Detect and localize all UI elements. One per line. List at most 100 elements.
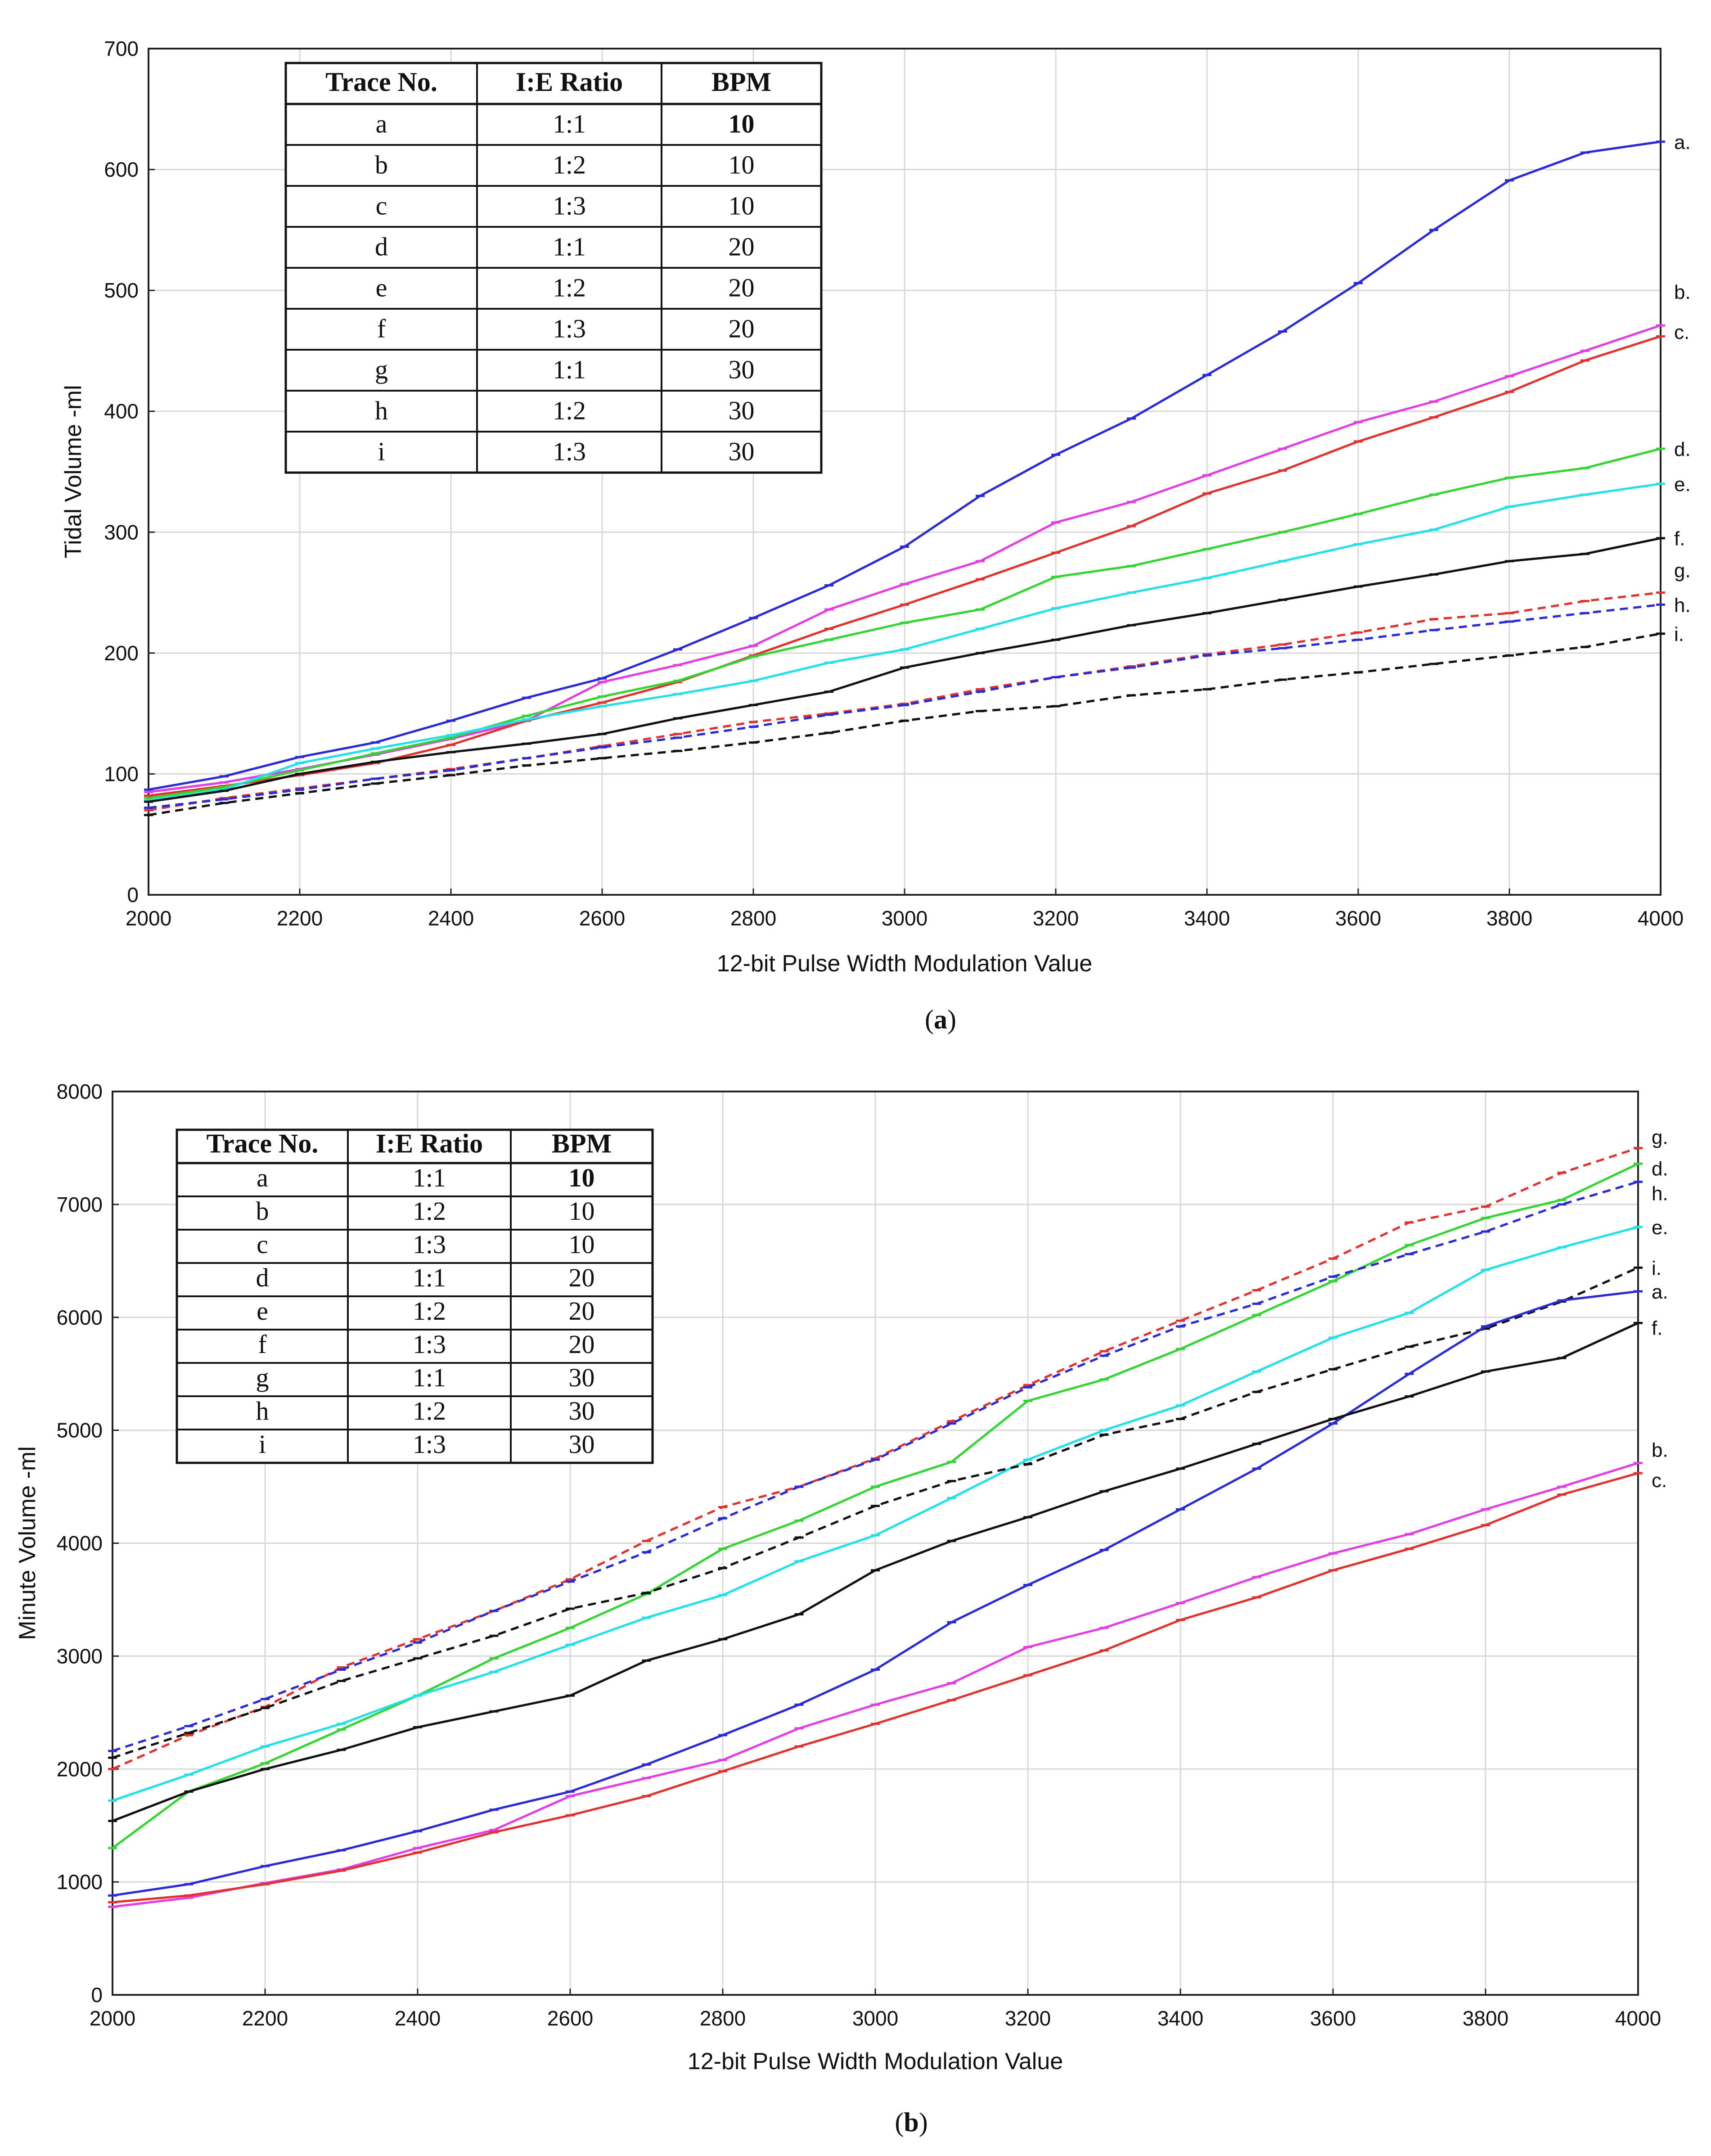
legend-cell: 1:3	[553, 437, 586, 466]
legend-cell: d	[375, 232, 388, 262]
legend-cell: e	[257, 1296, 268, 1326]
legend-cell: b	[256, 1196, 269, 1226]
x-axis-label-a: 12-bit Pulse Width Modulation Value	[717, 951, 1092, 977]
chart-panel-b: 2000 2200 2400 2600 2800 3000 3200 3400 3600 3800…	[14, 1080, 1668, 2137]
series-end-label-h: h.	[1652, 1183, 1668, 1205]
legend-cell: 1:2	[413, 1196, 446, 1226]
series-end-label-c: c.	[1674, 321, 1689, 343]
legend-cell: 1:3	[553, 191, 586, 221]
legend-cell: c	[257, 1230, 268, 1259]
caption-a: (a)	[925, 1005, 956, 1034]
legend-cell: 30	[569, 1396, 595, 1425]
legend-cell: 1:3	[413, 1230, 446, 1259]
legend-header-cell: BPM	[552, 1128, 612, 1158]
x-tick-label: 2600	[579, 907, 625, 930]
legend-cell: 30	[569, 1430, 595, 1459]
y-tick-label: 0	[127, 883, 139, 907]
series-end-label-b: b.	[1674, 281, 1691, 303]
x-tick-label: 3600	[1310, 2007, 1356, 2030]
legend-cell: 1:3	[413, 1430, 446, 1459]
x-axis-label-b: 12-bit Pulse Width Modulation Value	[688, 2048, 1063, 2075]
series-end-label-g: g.	[1652, 1126, 1668, 1148]
y-axis-label-b: Minute Volume -ml	[14, 1446, 41, 1640]
legend-cell: 20	[729, 232, 755, 262]
x-tick-label: 3400	[1184, 907, 1230, 930]
legend-cell: 1:1	[413, 1163, 446, 1192]
y-tick-label: 400	[104, 400, 139, 423]
legend-table-b: Trace No. I:E Ratio BPM a 1:1 10 b 1:2 10 c 1:3 10 d…	[176, 1128, 654, 1464]
x-tick-label: 2400	[395, 2007, 441, 2030]
series-end-label-i: i.	[1652, 1257, 1661, 1279]
legend-cell: 1:2	[553, 150, 586, 180]
series-end-label-e: e.	[1674, 474, 1691, 496]
series-lines-b	[108, 1146, 1643, 1908]
series-end-label-e: e.	[1652, 1217, 1668, 1239]
caption-b: (b)	[895, 2107, 928, 2137]
y-tick-label: 600	[104, 158, 139, 181]
legend-cell: 1:3	[413, 1330, 446, 1359]
x-tick-label: 2800	[700, 2007, 746, 2030]
legend-cell: 10	[729, 150, 755, 180]
legend-cell: 1:1	[413, 1363, 446, 1392]
legend-cell: h	[375, 396, 388, 425]
x-tick-label: 3800	[1463, 2007, 1508, 2030]
y-tick-label: 300	[104, 520, 139, 544]
legend-cell: 10	[569, 1196, 595, 1226]
x-tick-label: 4000	[1615, 2007, 1661, 2030]
legend-cell: 30	[569, 1363, 595, 1392]
y-tick-label: 200	[104, 641, 139, 665]
legend-cell: 1:2	[553, 273, 586, 302]
y-tick-label: 1000	[57, 1870, 103, 1894]
legend-cell: c	[376, 191, 387, 221]
legend-cell: 1:1	[553, 109, 586, 139]
series-end-label-d: d.	[1652, 1158, 1668, 1180]
legend-cell: b	[375, 150, 388, 180]
series-end-label-f: f.	[1674, 528, 1685, 550]
legend-cell: f	[377, 314, 386, 343]
y-tick-label: 8000	[57, 1080, 103, 1103]
series-end-label-f: f.	[1652, 1317, 1662, 1339]
legend-cell: 20	[569, 1263, 595, 1292]
x-tick-label: 2000	[126, 907, 171, 930]
x-tick-label: 4000	[1638, 907, 1684, 930]
legend-cell: 20	[569, 1330, 595, 1359]
legend-cell: 30	[729, 437, 755, 466]
legend-cell: 20	[569, 1296, 595, 1326]
caption-b-letter: b	[904, 2107, 919, 2137]
legend-cell: i	[259, 1430, 266, 1459]
legend-cell: 1:1	[413, 1263, 446, 1292]
y-tick-label: 4000	[57, 1532, 103, 1555]
legend-cell: h	[256, 1396, 269, 1425]
legend-cell: 1:2	[413, 1396, 446, 1425]
x-tick-label: 2600	[547, 2007, 593, 2030]
legend-cell: 1:1	[553, 355, 586, 384]
legend-table-a: Trace No. I:E Ratio BPM a 1:1 10 b 1:2 10 c 1:3 10 d…	[284, 62, 823, 474]
series-end-label-a: a.	[1652, 1281, 1668, 1303]
legend-cell: 1:2	[553, 396, 586, 425]
legend-cell: 30	[729, 355, 755, 384]
y-tick-label: 3000	[57, 1644, 103, 1668]
legend-header-cell: BPM	[711, 67, 771, 97]
legend-cell: g	[375, 355, 388, 384]
x-tick-label: 2200	[277, 907, 323, 930]
legend-cell: 30	[729, 396, 755, 425]
y-tick-label: 6000	[57, 1306, 103, 1329]
legend-header-cell: I:E Ratio	[376, 1128, 483, 1158]
caption-a-letter: a	[934, 1005, 947, 1034]
y-tick-label: 100	[104, 762, 139, 785]
legend-cell: d	[256, 1263, 269, 1292]
y-axis-label-a: Tidal Volume -ml	[60, 385, 86, 558]
series-end-labels-b: g. d. h. e. i.a. f. b. c.	[1652, 1126, 1668, 1492]
x-tick-label: 3400	[1157, 2007, 1203, 2030]
x-tick-label: 2000	[90, 2007, 135, 2030]
x-tick-label: 3800	[1486, 907, 1532, 930]
tick-labels-a: 2000 2200 2400 2600 2800 3000 3200 3400 3600 3800…	[104, 37, 1684, 930]
x-tick-label: 2400	[428, 907, 474, 930]
legend-cell: 1:1	[553, 232, 586, 262]
y-tick-label: 0	[91, 1983, 103, 2007]
series-end-label-d: d.	[1674, 438, 1691, 460]
legend-header-cell: Trace No.	[207, 1128, 319, 1158]
tick-labels-b: 2000 2200 2400 2600 2800 3000 3200 3400 3600 3800…	[57, 1080, 1661, 2030]
